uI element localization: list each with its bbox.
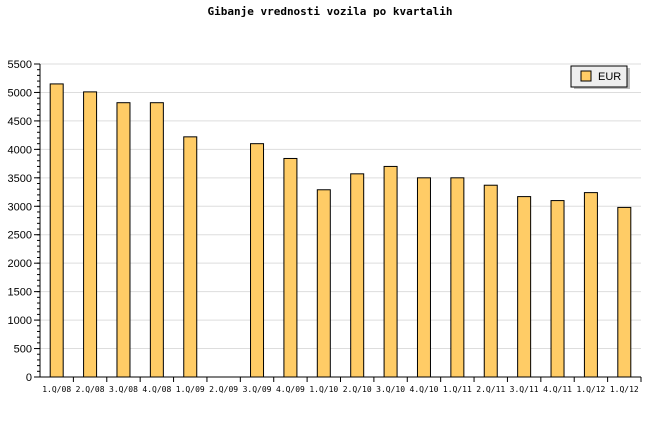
x-tick-label: 2.Q/09	[209, 385, 238, 394]
x-tick-label: 1.Q/12	[576, 385, 605, 394]
x-tick-label: 2.Q/11	[476, 385, 505, 394]
y-tick-label: 3500	[8, 173, 32, 185]
bar	[316, 189, 331, 378]
bar	[550, 200, 565, 378]
bar	[517, 196, 532, 378]
y-tick-label: 500	[14, 344, 32, 356]
legend-label: EUR	[598, 71, 621, 83]
y-tick-label: 3000	[8, 201, 32, 213]
y-tick-label: 2500	[8, 230, 32, 242]
bar	[83, 91, 98, 378]
y-tick-label: 1000	[8, 315, 32, 327]
bar	[483, 184, 498, 378]
x-tick-label: 2.Q/10	[343, 385, 372, 394]
x-tick-label: 1.Q/08	[42, 385, 71, 394]
bar	[250, 143, 265, 378]
bar	[49, 83, 64, 378]
x-tick-label: 4.Q/09	[276, 385, 305, 394]
x-tick-label: 4.Q/11	[543, 385, 572, 394]
x-tick-label: 2.Q/08	[76, 385, 105, 394]
y-tick-label: 1500	[8, 287, 32, 299]
bar	[383, 165, 398, 378]
y-tick-label: 5000	[8, 87, 32, 99]
x-tick-label: 3.Q/08	[109, 385, 138, 394]
bar	[149, 102, 164, 378]
x-tick-label: 1.Q/09	[176, 385, 205, 394]
x-tick-label: 4.Q/10	[410, 385, 439, 394]
y-tick-label: 5500	[8, 59, 32, 71]
x-tick-label: 3.Q/09	[243, 385, 272, 394]
y-tick-label: 4000	[8, 144, 32, 156]
x-tick-label: 4.Q/08	[142, 385, 171, 394]
legend: EUR	[570, 65, 630, 89]
bar	[450, 177, 465, 378]
x-tick-label: 1.Q/10	[309, 385, 338, 394]
x-tick-label: 3.Q/10	[376, 385, 405, 394]
chart-title: Gibanje vrednosti vozila po kvartalih	[207, 5, 452, 18]
bar	[583, 192, 598, 378]
y-tick-label: 4500	[8, 116, 32, 128]
bar	[183, 136, 198, 378]
x-tick-label: 1.Q/11	[443, 385, 472, 394]
bar	[416, 177, 431, 378]
x-tick-label: 3.Q/11	[510, 385, 539, 394]
bar	[350, 173, 365, 378]
legend-swatch	[580, 70, 592, 82]
x-tick-label: 1.Q/12	[610, 385, 639, 394]
y-tick-label: 0	[26, 372, 32, 384]
bar	[617, 206, 632, 378]
y-tick-label: 2000	[8, 258, 32, 270]
bar	[283, 157, 298, 378]
bar	[116, 102, 131, 378]
